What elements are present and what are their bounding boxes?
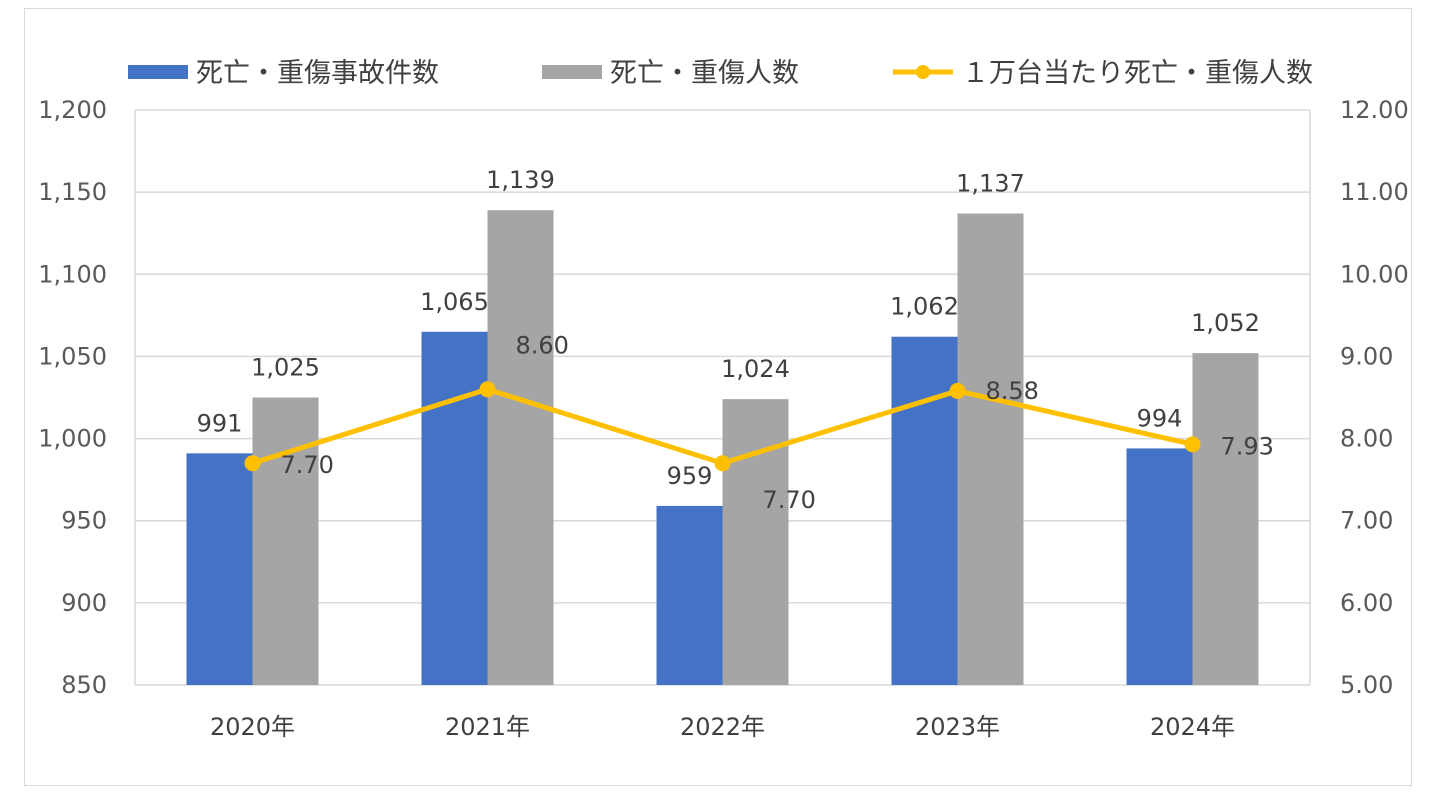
legend-marker-per-10k [916,65,930,79]
line-data-label: 7.70 [281,451,334,479]
y-left-tick-label: 1,100 [38,260,107,288]
bar-accidents [656,505,723,685]
legend: 死亡・重傷事故件数 死亡・重傷人数 １万台当たり死亡・重傷人数 [128,58,1313,89]
y-right-tick-label: 12.00 [1340,96,1409,124]
x-category-label: 2024年 [1150,713,1235,741]
data-labels: 991 1,065 959 1,062 994 1,025 1,139 1,024 1,137 1… [197,166,1274,514]
bar-data-label: 1,024 [721,355,790,383]
line-series [244,381,1201,472]
bar-accidents [1126,448,1193,685]
y-right-tick-label: 11.00 [1340,178,1409,206]
line-point [714,455,731,472]
x-category-label: 2021年 [445,713,530,741]
bar-casualties [252,397,319,685]
axes: 850 900 950 1,000 1,050 1,100 1,150 1,200 5.00 6.… [38,96,1408,741]
y-right-tick-label: 9.00 [1340,342,1393,370]
line-data-label: 8.60 [516,331,569,359]
x-category-label: 2022年 [680,713,765,741]
line-point [479,381,496,398]
y-left-tick-label: 1,200 [38,96,107,124]
legend-swatch-accidents [128,65,188,79]
bar-data-label: 1,025 [251,354,320,382]
y-left-tick-label: 1,150 [38,178,107,206]
line-data-label: 7.70 [763,486,816,514]
line-data-label: 7.93 [1221,432,1274,460]
y-left-tick-label: 850 [61,671,107,699]
legend-label-casualties: 死亡・重傷人数 [610,58,799,89]
bar-casualties [1192,353,1259,685]
line-data-label: 8.58 [986,377,1039,405]
line-point [1184,436,1201,453]
legend-label-per-10k: １万台当たり死亡・重傷人数 [962,58,1313,89]
bar-data-label: 991 [197,409,243,437]
x-category-label: 2020年 [210,713,295,741]
legend-label-accidents: 死亡・重傷事故件数 [196,58,439,89]
bar-data-label: 1,062 [890,293,959,321]
bar-data-label: 1,065 [420,288,489,316]
y-left-tick-label: 900 [61,589,107,617]
y-right-tick-label: 6.00 [1340,589,1393,617]
bar-casualties [722,399,789,685]
line-point [949,382,966,399]
bar-data-label: 1,052 [1191,309,1260,337]
legend-swatch-casualties [542,65,602,79]
y-right-tick-label: 5.00 [1340,671,1393,699]
y-left-tick-label: 1,000 [38,425,107,453]
y-right-tick-label: 8.00 [1340,425,1393,453]
bars [186,210,1259,685]
line-point [244,455,261,472]
y-left-tick-label: 950 [61,507,107,535]
bar-accidents [186,453,253,685]
bar-accidents [891,336,958,685]
y-right-tick-label: 10.00 [1340,260,1409,288]
x-category-label: 2023年 [915,713,1000,741]
y-right-tick-label: 7.00 [1340,507,1393,535]
y-left-tick-label: 1,050 [38,342,107,370]
gridlines [135,109,1310,686]
bar-accidents [421,331,488,685]
bar-data-label: 1,137 [956,170,1025,198]
bar-data-label: 994 [1137,404,1183,432]
bar-casualties [957,213,1024,685]
bar-data-label: 1,139 [486,166,555,194]
bar-data-label: 959 [667,462,713,490]
bar-casualties [487,210,554,685]
